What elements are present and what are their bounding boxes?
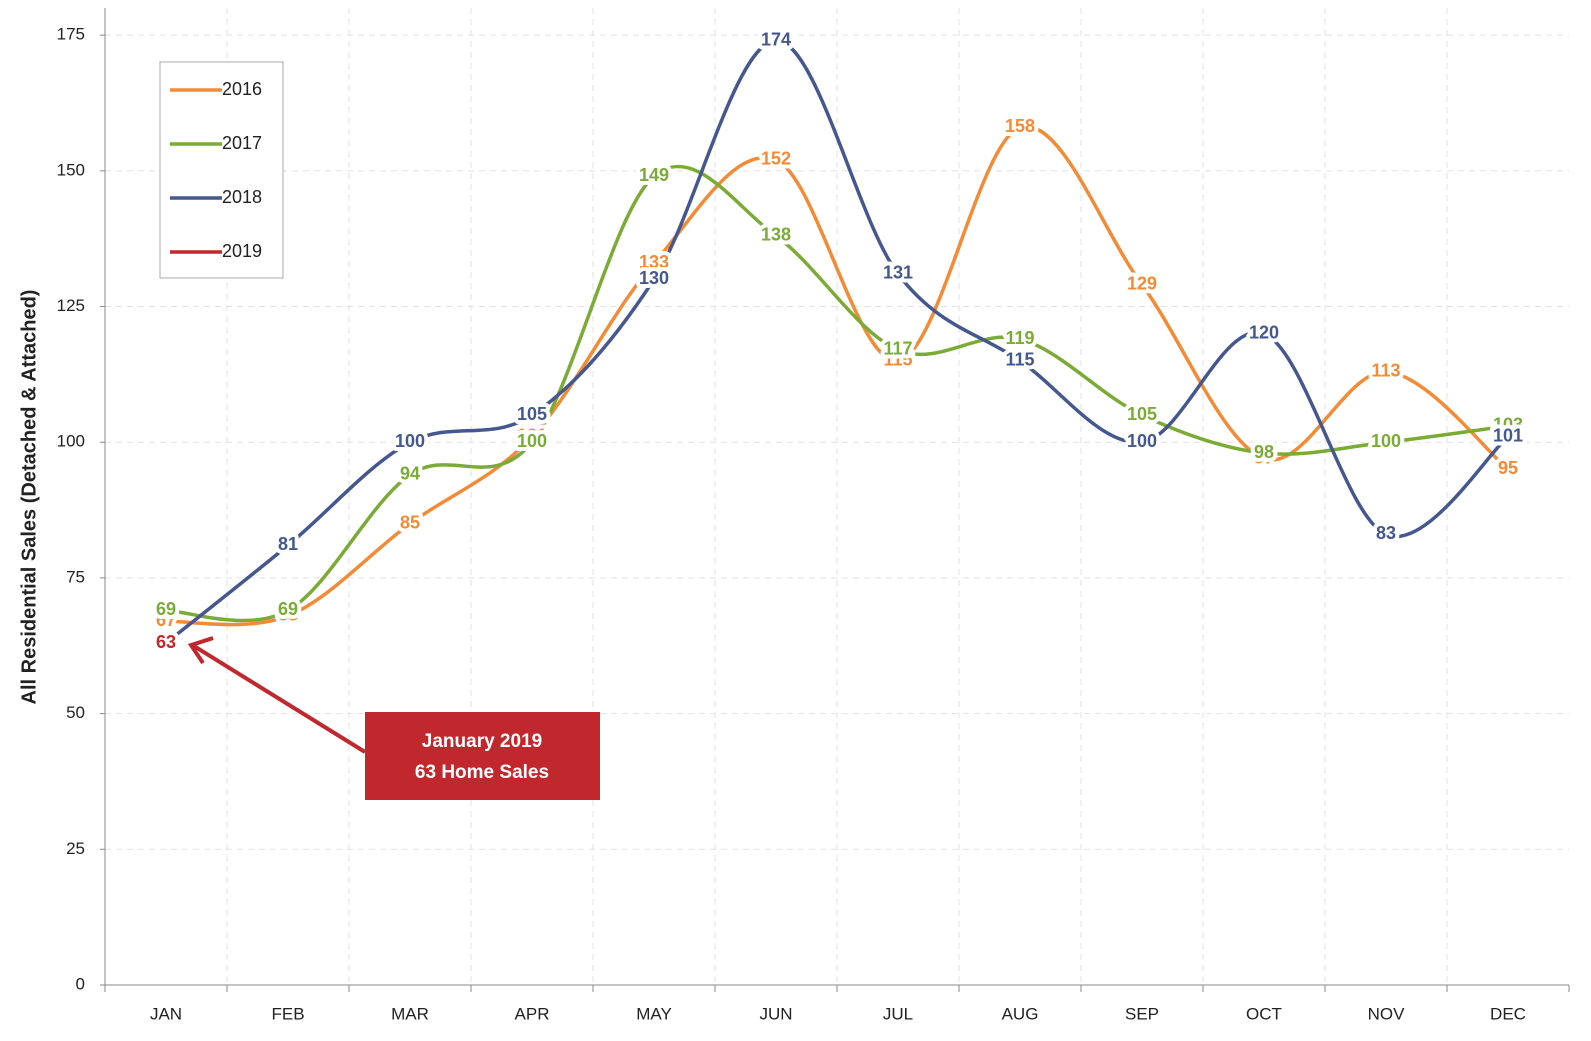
annotation-text: January 2019 [422,731,542,752]
data-label: 100 [1127,431,1157,451]
data-label: 133 [639,252,669,272]
data-label: 131 [883,263,913,283]
y-tick-label: 25 [66,839,85,858]
data-label: 94 [400,464,420,484]
data-label: 129 [1127,274,1157,294]
data-label: 63 [156,632,176,652]
x-tick-label: NOV [1368,1004,1406,1023]
y-tick-label: 75 [66,567,85,586]
y-tick-label: 175 [57,25,85,44]
data-label: 83 [1376,523,1396,543]
data-label: 101 [1493,426,1523,446]
data-label: 98 [1254,442,1274,462]
x-tick-label: MAY [636,1004,672,1023]
series-line [164,124,1510,627]
x-tick-label: JUL [883,1004,913,1023]
x-tick-label: JUN [759,1004,792,1023]
data-label: 97 [1254,447,1274,467]
data-label: 105 [517,404,547,424]
x-tick-label: OCT [1246,1004,1282,1023]
data-label: 100 [395,431,425,451]
data-label: 95 [1498,458,1518,478]
data-label: 119 [1005,328,1034,348]
annotation-box [365,712,600,800]
y-tick-label: 100 [57,432,85,451]
data-label: 69 [278,599,298,619]
data-label: 101 [517,426,547,446]
data-label: 105 [1127,404,1157,424]
series-line [164,38,1510,645]
data-label: 103 [1493,415,1523,435]
data-label: 174 [761,29,791,49]
legend-label: 2019 [222,241,262,261]
data-label: 67 [156,610,176,630]
y-tick-label: 50 [66,703,85,722]
legend-label: 2018 [222,187,262,207]
series-line [164,164,1510,623]
x-tick-label: MAR [391,1004,429,1023]
data-label: 158 [1005,116,1035,136]
data-label: 115 [1005,350,1034,370]
y-tick-label: 125 [57,296,85,315]
data-label: 130 [639,268,669,288]
x-tick-label: JAN [150,1004,182,1023]
annotation-arrow [192,644,367,754]
data-label: 68 [278,605,298,625]
annotation-text: 63 Home Sales [415,762,549,783]
x-tick-label: FEB [271,1004,304,1023]
data-label: 69 [156,599,176,619]
data-label: 120 [1249,322,1279,342]
x-tick-label: SEP [1125,1004,1159,1023]
data-label: 100 [517,431,547,451]
legend-box [159,61,284,279]
data-label: 63 [156,632,176,652]
data-label: 152 [761,149,791,169]
y-tick-label: 150 [57,160,85,179]
legend-label: 2017 [222,133,262,153]
data-label: 117 [883,339,912,359]
data-label: 100 [1371,431,1401,451]
x-tick-label: AUG [1002,1004,1039,1023]
annotation-arrowhead [187,636,214,665]
legend-label: 2016 [222,79,262,99]
y-tick-label: 0 [76,974,85,993]
x-tick-label: DEC [1490,1004,1526,1023]
data-label: 115 [883,350,912,370]
x-tick-label: APR [515,1004,550,1023]
data-label: 113 [1371,360,1400,380]
y-axis-label: All Residential Sales (Detached & Attach… [18,290,40,705]
data-label: 85 [400,512,420,532]
data-label: 149 [639,165,669,185]
data-label: 138 [761,225,791,245]
data-label: 81 [278,534,298,554]
